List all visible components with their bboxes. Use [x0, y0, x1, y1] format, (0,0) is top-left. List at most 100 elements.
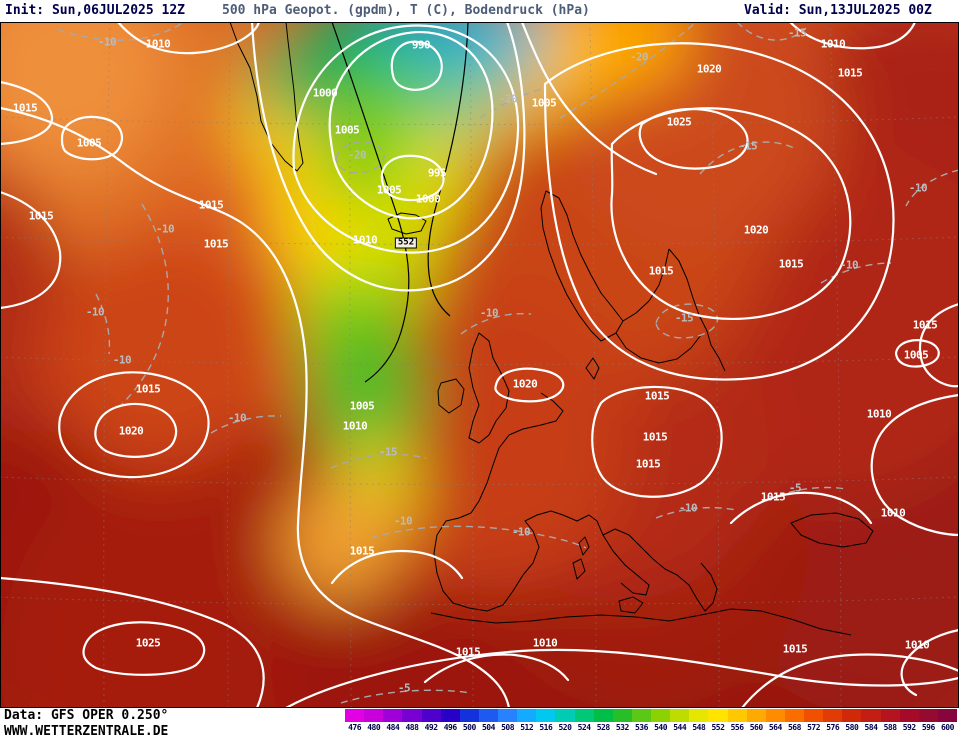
legend-cell: 488 [402, 709, 422, 732]
coast-corsica [578, 536, 590, 556]
legend-swatch [689, 709, 709, 722]
legend-cell: 588 [880, 709, 900, 732]
legend-value: 492 [424, 723, 438, 732]
legend-swatch [765, 709, 785, 722]
legend-swatch [383, 709, 403, 722]
legend-swatch [631, 709, 651, 722]
legend-value: 572 [807, 723, 821, 732]
legend-swatch [478, 709, 498, 722]
coast-baltic [615, 248, 726, 372]
legend-swatch [517, 709, 537, 722]
legend-swatch [574, 709, 594, 722]
legend-swatch [918, 709, 938, 722]
legend-cell: 476 [345, 709, 365, 732]
legend-value: 536 [634, 723, 648, 732]
temperature-field [0, 22, 959, 708]
legend-cell: 544 [670, 709, 690, 732]
legend-swatch [670, 709, 690, 722]
coast-sicily [618, 596, 644, 614]
legend-swatch [746, 709, 766, 722]
legend-cell: 576 [823, 709, 843, 732]
legend-swatch [440, 709, 460, 722]
legend-value: 484 [386, 723, 400, 732]
legend-cell: 600 [937, 709, 957, 732]
coast-denmark [585, 357, 600, 380]
legend-cell: 492 [421, 709, 441, 732]
legend-value: 564 [768, 723, 782, 732]
map-title: 500 hPa Geopot. (gpdm), T (C), Bodendruc… [222, 3, 590, 18]
legend-swatch [421, 709, 441, 722]
legend-swatch [708, 709, 728, 722]
legend-value: 488 [405, 723, 419, 732]
legend-swatch [784, 709, 804, 722]
coast-iceland [387, 212, 427, 235]
legend-cell: 484 [383, 709, 403, 732]
legend-cell: 572 [804, 709, 824, 732]
coast-greenland [229, 22, 304, 172]
legend-swatch [459, 709, 479, 722]
legend-cell: 512 [517, 709, 537, 732]
legend-value: 544 [673, 723, 687, 732]
legend-value: 524 [577, 723, 591, 732]
legend-value: 516 [539, 723, 553, 732]
legend-value: 480 [367, 723, 381, 732]
header-bar: Init: Sun,06JUL2025 12Z 500 hPa Geopot. … [0, 0, 959, 22]
valid-time: Valid: Sun,13JUL2025 00Z [744, 3, 932, 18]
legend-swatch [880, 709, 900, 722]
legend-cell: 520 [555, 709, 575, 732]
legend-swatch [823, 709, 843, 722]
legend-swatch [727, 709, 747, 722]
legend-value: 596 [921, 723, 935, 732]
legend-value: 588 [883, 723, 897, 732]
footer-bar: Data: GFS OPER 0.250° WWW.WETTERZENTRALE… [0, 708, 959, 741]
legend-swatch [612, 709, 632, 722]
legend-value: 500 [462, 723, 476, 732]
legend-value: 600 [940, 723, 954, 732]
legend-swatch [651, 709, 671, 722]
legend-scale: 476 480 484 488 492 496 500 504 508 512 516 520 524 5… [345, 709, 957, 732]
legend-value: 548 [692, 723, 706, 732]
coast-africa [430, 608, 852, 636]
init-time: Init: Sun,06JUL2025 12Z [5, 3, 186, 18]
legend-value: 552 [711, 723, 725, 732]
coast-black-sea [790, 512, 874, 548]
map-area: 1010 990 1000 1005 1005 995 1005 1000 1010 1015 10… [0, 22, 959, 708]
legend-swatch [364, 709, 384, 722]
legend-cell: 532 [612, 709, 632, 732]
legend-cell: 592 [899, 709, 919, 732]
coast-ireland [437, 378, 465, 414]
legend-swatch [498, 709, 518, 722]
legend-cell: 548 [689, 709, 709, 732]
legend-cell: 564 [765, 709, 785, 732]
legend-swatch [345, 709, 365, 722]
weather-map-svg [0, 22, 959, 708]
legend-swatch [536, 709, 556, 722]
legend-cell: 504 [478, 709, 498, 732]
legend-value: 496 [443, 723, 457, 732]
legend-value: 532 [615, 723, 629, 732]
legend-swatch [899, 709, 919, 722]
legend-cell: 524 [574, 709, 594, 732]
legend-cell: 500 [459, 709, 479, 732]
legend-cell: 584 [861, 709, 881, 732]
legend-cell: 496 [440, 709, 460, 732]
legend-cell: 556 [727, 709, 747, 732]
legend-value: 528 [596, 723, 610, 732]
legend-value: 568 [787, 723, 801, 732]
legend-value: 540 [654, 723, 668, 732]
data-source-text: Data: GFS OPER 0.250° [4, 708, 169, 723]
legend-swatch [555, 709, 575, 722]
legend-value: 584 [864, 723, 878, 732]
coastlines [229, 22, 874, 636]
legend-cell: 540 [651, 709, 671, 732]
legend-swatch [593, 709, 613, 722]
legend-swatch [937, 709, 957, 722]
legend-value: 476 [348, 723, 362, 732]
legend-swatch [402, 709, 422, 722]
legend-swatch [804, 709, 824, 722]
coast-britain [468, 332, 510, 444]
legend-value: 576 [826, 723, 840, 732]
legend-cell: 552 [708, 709, 728, 732]
legend-cell: 480 [364, 709, 384, 732]
legend-value: 560 [749, 723, 763, 732]
